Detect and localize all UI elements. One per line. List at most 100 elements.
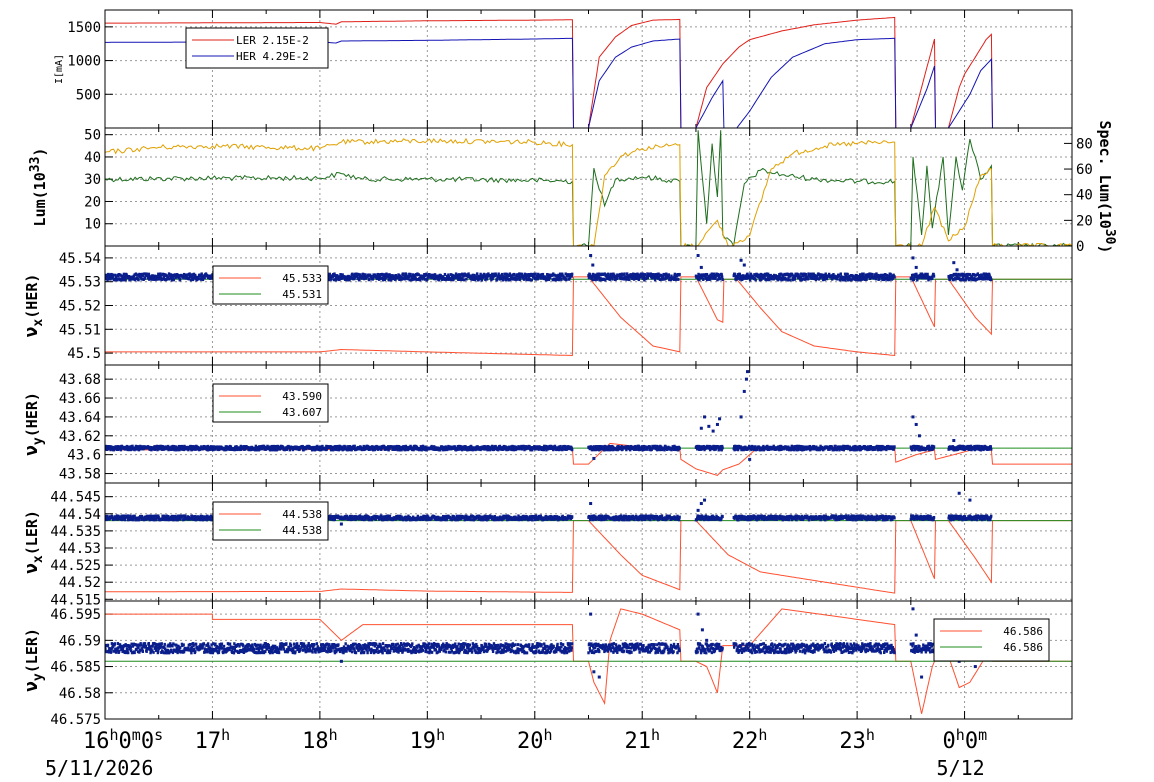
scatter-point xyxy=(811,276,814,280)
scatter-point xyxy=(911,415,915,419)
scatter-point xyxy=(742,274,745,278)
scatter-point xyxy=(882,274,885,278)
scatter-point xyxy=(765,272,769,276)
scatter-point xyxy=(249,448,253,452)
scatter-point xyxy=(507,278,511,282)
scatter-point xyxy=(708,276,711,280)
scatter-point xyxy=(759,275,762,279)
scatter-point xyxy=(662,446,666,450)
scatter-point xyxy=(485,277,489,281)
scatter-point xyxy=(665,272,668,276)
scatter-point xyxy=(595,445,598,449)
scatter-point xyxy=(620,444,623,448)
panel-background xyxy=(105,483,1072,601)
scatter-point xyxy=(173,273,177,277)
scatter-point xyxy=(888,278,891,282)
scatter-point xyxy=(392,447,395,451)
y2-tick-label: 40 xyxy=(1076,188,1093,204)
scatter-point xyxy=(197,446,200,450)
scatter-point xyxy=(846,276,849,280)
scatter-point xyxy=(848,445,852,449)
scatter-point xyxy=(642,274,646,278)
y2-tick-label: 20 xyxy=(1076,213,1093,229)
scatter-point xyxy=(592,272,595,276)
scatter-point xyxy=(843,276,846,280)
scatter-point xyxy=(354,518,357,522)
scatter-point xyxy=(556,276,559,280)
scatter-point xyxy=(160,517,164,521)
scatter-point xyxy=(191,273,194,277)
scatter-point xyxy=(206,514,209,518)
scatter-point xyxy=(533,272,536,276)
scatter-point xyxy=(927,278,930,282)
scatter-point xyxy=(720,444,724,448)
scatter-point xyxy=(384,273,387,277)
scatter-point xyxy=(146,274,149,278)
scatter-point xyxy=(913,276,916,280)
scatter-point xyxy=(483,444,486,448)
scatter-point xyxy=(117,277,120,281)
plot-area xyxy=(105,370,1072,476)
scatter-point xyxy=(948,277,952,281)
scatter-point xyxy=(416,272,419,276)
y2-tick-label: 80 xyxy=(1076,136,1093,152)
scatter-point xyxy=(450,277,453,281)
scatter-point xyxy=(176,273,180,277)
scatter-point xyxy=(350,276,353,280)
scatter-point xyxy=(462,445,465,449)
scatter-point xyxy=(537,272,540,276)
scatter-point xyxy=(800,277,804,281)
tune-scatter xyxy=(105,370,993,461)
scatter-point xyxy=(105,445,108,449)
scatter-point xyxy=(479,276,483,280)
scatter-point xyxy=(678,446,681,450)
scatter-point xyxy=(491,272,494,276)
scatter-point xyxy=(677,448,680,452)
scatter-point xyxy=(182,276,185,280)
scatter-point xyxy=(424,515,427,519)
scatter-point xyxy=(621,273,625,277)
scatter-point xyxy=(763,274,766,278)
scatter-point xyxy=(857,278,860,282)
scatter-point xyxy=(333,518,337,522)
scatter-point xyxy=(667,274,670,278)
scatter-point xyxy=(702,277,705,281)
scatter-point xyxy=(659,273,663,277)
scatter-point xyxy=(547,273,550,277)
scatter-point xyxy=(983,277,986,281)
scatter-point xyxy=(867,274,871,278)
scatter-point xyxy=(772,273,776,277)
scatter-point xyxy=(197,515,200,519)
scatter-point xyxy=(413,444,417,448)
scatter-point xyxy=(301,444,304,448)
scatter-point xyxy=(696,447,700,451)
scatter-point xyxy=(197,276,200,280)
scatter-point xyxy=(864,275,867,279)
scatter-point xyxy=(185,273,189,277)
scatter-point xyxy=(509,278,512,282)
scatter-point xyxy=(127,445,130,449)
scatter-point xyxy=(122,517,125,521)
scatter-point xyxy=(500,272,504,276)
scatter-point xyxy=(927,446,930,450)
scatter-point xyxy=(200,445,203,449)
scatter-point xyxy=(494,444,497,448)
scatter-point xyxy=(643,273,647,277)
scatter-point xyxy=(335,448,338,452)
scatter-point xyxy=(404,275,407,279)
scatter-point xyxy=(199,277,203,281)
scatter-point xyxy=(746,272,749,276)
scatter-point xyxy=(157,272,160,276)
scatter-point xyxy=(224,448,228,452)
scatter-point xyxy=(209,445,213,449)
y-tick-label: 43.66 xyxy=(59,391,101,407)
scatter-point xyxy=(565,278,568,282)
scatter-point xyxy=(843,272,847,276)
scatter-point xyxy=(194,447,197,451)
scatter-point xyxy=(108,273,111,277)
legend-entry: 43.590 xyxy=(282,390,322,403)
scatter-point xyxy=(787,277,790,281)
scatter-point xyxy=(952,261,956,265)
